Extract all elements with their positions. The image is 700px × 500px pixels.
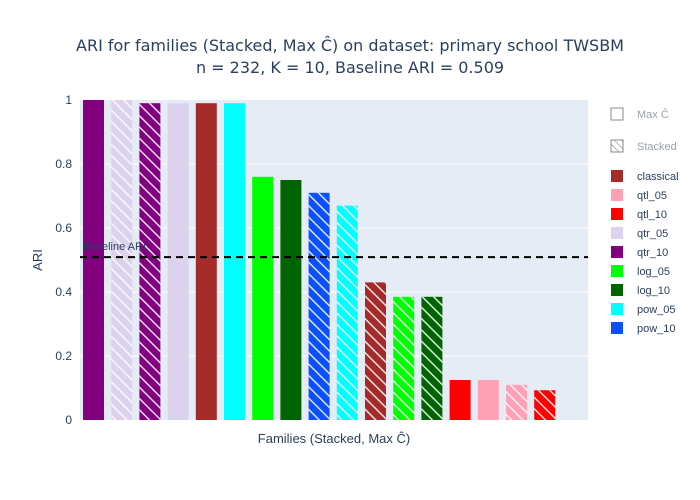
bar-log_10-stacked[interactable] — [421, 296, 443, 420]
bar — [83, 100, 104, 420]
legend-item-log_10[interactable]: log_10 — [611, 284, 670, 297]
legend-label: pow_10 — [637, 323, 676, 335]
baseline-label: Baseline ARI — [83, 241, 146, 253]
bar-hatch — [308, 192, 330, 420]
bar-log_05-maxc[interactable] — [252, 176, 274, 420]
y-tick-label: 0.8 — [55, 157, 72, 171]
legend-item-stacked[interactable]: Stacked — [610, 139, 677, 153]
legend-label: qtl_10 — [637, 209, 667, 221]
legend-swatch — [611, 208, 623, 220]
legend-swatch — [611, 170, 623, 182]
legend-swatch — [610, 107, 624, 121]
bar-log_10-maxc[interactable] — [280, 180, 302, 420]
bar — [252, 176, 274, 420]
bar — [224, 103, 245, 420]
bar — [449, 380, 471, 420]
legend-swatch — [611, 322, 623, 334]
bar — [195, 103, 217, 420]
bar-classical-stacked[interactable] — [365, 282, 386, 420]
legend-label: Max Ĉ — [637, 108, 669, 121]
y-tick-label: 1 — [65, 93, 72, 107]
bar-hatch — [506, 384, 527, 420]
bar-qtl_10-maxc[interactable] — [449, 380, 471, 420]
bar-qtr_10-maxc[interactable] — [83, 100, 104, 420]
bar-pow_05-maxc[interactable] — [224, 103, 245, 420]
legend-label: classical — [637, 171, 679, 183]
bar-qtl_10-stacked[interactable] — [534, 390, 556, 420]
legend-label: qtr_10 — [637, 247, 668, 259]
legend-label: qtr_05 — [637, 228, 668, 240]
legend-swatch — [611, 227, 623, 239]
legend-swatch — [611, 189, 623, 201]
bar-pow_10-stacked[interactable] — [308, 192, 330, 420]
bar — [280, 180, 302, 420]
legend: Max Ĉ Stacked classical qtl_05 qtl_10 qtr_05q… — [610, 107, 679, 335]
bar-hatch — [534, 390, 556, 420]
legend-item-maxc[interactable]: Max Ĉ — [610, 107, 669, 121]
y-axis-label: ARI — [30, 249, 45, 271]
bar — [167, 103, 189, 420]
chart-subtitle: n = 232, K = 10, Baseline ARI = 0.509 — [195, 58, 505, 77]
legend-item-qtl_05[interactable]: qtl_05 — [611, 189, 667, 202]
bar-hatch — [336, 205, 358, 420]
bar-qtl_05-stacked[interactable] — [506, 384, 527, 420]
legend-item-qtr_05[interactable]: qtr_05 — [611, 227, 668, 240]
y-axis-ticks: 0 0.2 0.4 0.6 0.8 1 — [55, 93, 72, 427]
gridlines — [80, 163, 588, 357]
bar-qtr_10-stacked[interactable] — [139, 103, 161, 420]
legend-item-pow_10[interactable]: pow_10 — [611, 322, 676, 335]
legend-swatch — [611, 246, 623, 258]
legend-label: qtl_05 — [637, 190, 667, 202]
bar-pow_05-stacked[interactable] — [336, 205, 358, 420]
legend-label: log_10 — [637, 285, 670, 297]
bar-qtl_05-maxc[interactable] — [477, 380, 499, 420]
bar — [477, 380, 499, 420]
legend-label: log_05 — [637, 266, 670, 278]
legend-item-classical[interactable]: classical — [611, 170, 679, 183]
legend-item-log_05[interactable]: log_05 — [611, 265, 670, 278]
bar-hatch — [139, 103, 161, 420]
bar-qtr_05-maxc[interactable] — [167, 103, 189, 420]
y-tick-label: 0.2 — [55, 349, 72, 363]
legend-item-pow_05[interactable]: pow_05 — [611, 303, 676, 316]
y-tick-label: 0.6 — [55, 221, 72, 235]
legend-swatch — [611, 284, 623, 296]
baseline-group: Baseline ARI — [80, 241, 588, 259]
bar-hatch — [421, 296, 443, 420]
bar-classical-maxc[interactable] — [195, 103, 217, 420]
bar-log_05-stacked[interactable] — [393, 296, 415, 420]
bar-hatch — [365, 282, 386, 420]
legend-swatch-hatch — [611, 140, 623, 152]
plot-area — [80, 100, 588, 420]
x-axis-label: Families (Stacked, Max Ĉ) — [258, 431, 410, 446]
y-tick-label: 0.4 — [55, 285, 72, 299]
bar-hatch — [111, 100, 133, 420]
legend-item-qtr_10[interactable]: qtr_10 — [611, 246, 668, 259]
legend-swatch — [611, 265, 623, 277]
legend-label: pow_05 — [637, 304, 676, 316]
bars — [83, 100, 556, 420]
legend-swatch — [611, 303, 623, 315]
chart-title: ARI for families (Stacked, Max Ĉ) on dat… — [76, 36, 624, 55]
bar-qtr_05-stacked[interactable] — [111, 100, 133, 420]
y-tick-label: 0 — [65, 413, 72, 427]
bar-hatch — [393, 296, 415, 420]
legend-item-qtl_10[interactable]: qtl_10 — [611, 208, 667, 221]
legend-label: Stacked — [637, 141, 677, 153]
